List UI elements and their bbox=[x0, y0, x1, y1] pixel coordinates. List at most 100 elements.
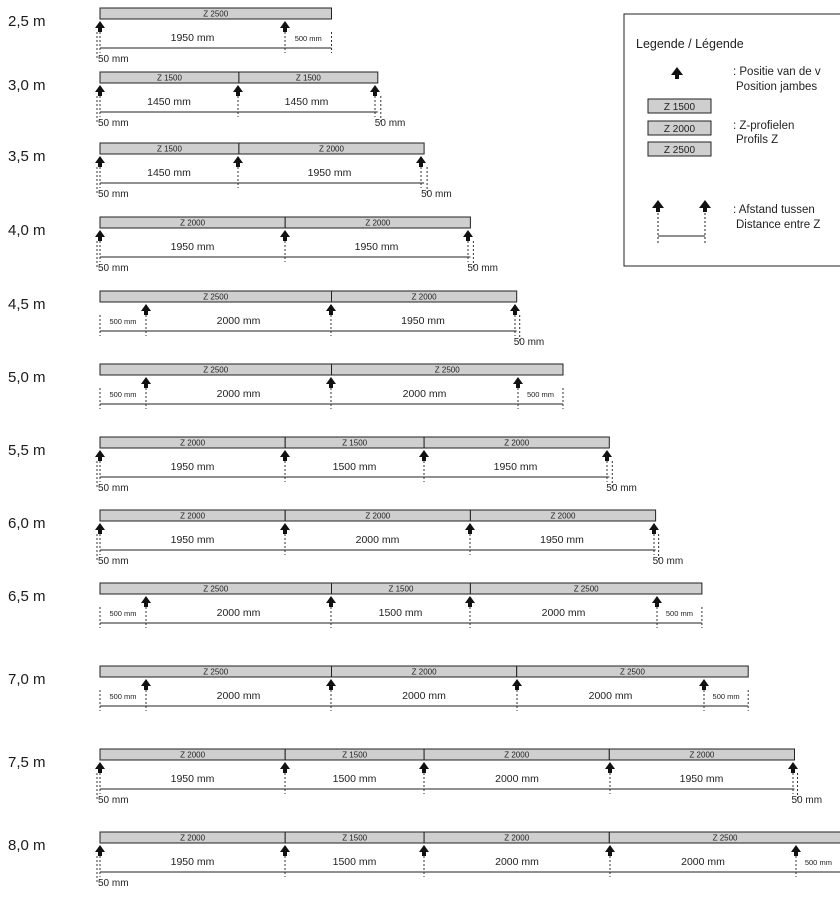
dimension-label: 1950 mm bbox=[171, 461, 215, 473]
span-row: 7,5 m Z 2000 Z 1500 Z 2000 Z 2000 1950 mm 1500… bbox=[8, 748, 823, 806]
profile-bar-label: Z 2500 bbox=[620, 668, 645, 677]
legend: Legende / Légende : Positie van de v Pos… bbox=[623, 13, 840, 267]
post-arrow-icon bbox=[465, 596, 475, 607]
post-arrow-icon bbox=[95, 156, 105, 167]
dimension-label: 1950 mm bbox=[308, 167, 352, 179]
post-arrow-icon bbox=[141, 679, 151, 690]
post-arrow-icon bbox=[95, 450, 105, 461]
profile-bar-label: Z 1500 bbox=[157, 145, 182, 154]
profile-bar-label: Z 1500 bbox=[157, 74, 182, 83]
dimension-label: 1950 mm bbox=[355, 241, 399, 253]
legend-distance-arrows-icon bbox=[652, 200, 711, 244]
profile-bar bbox=[469, 582, 703, 595]
span-length-label: 3,0 m bbox=[8, 77, 46, 94]
profile-bar bbox=[608, 748, 795, 761]
profile-bar bbox=[331, 363, 564, 376]
post-arrow-icon bbox=[95, 762, 105, 773]
span-row: 6,0 m Z 2000 Z 2000 Z 2000 1950 mm 2000 mm 195… bbox=[8, 509, 683, 567]
offset-label-right: 50 mm bbox=[467, 263, 498, 274]
post-arrow-icon bbox=[141, 304, 151, 315]
profile-bar-label: Z 2500 bbox=[713, 834, 738, 843]
dimension-label: 1950 mm bbox=[171, 241, 215, 253]
legend-box-z1500 bbox=[647, 98, 712, 114]
profile-bar-label: Z 1500 bbox=[296, 74, 321, 83]
offset-label-right: 50 mm bbox=[375, 118, 406, 129]
legend-post-text-1: : Positie van de v bbox=[733, 66, 821, 78]
offset-label-left: 50 mm bbox=[98, 556, 129, 567]
profile-bar-label: Z 2500 bbox=[203, 10, 228, 19]
post-arrow-icon bbox=[649, 523, 659, 534]
profile-bar bbox=[331, 290, 518, 303]
span-length-label: 5,5 m bbox=[8, 442, 46, 459]
post-arrow-icon bbox=[699, 679, 709, 690]
legend-box-z2000 bbox=[647, 120, 712, 136]
dimension-label: 500 mm bbox=[109, 317, 136, 326]
post-arrow-icon bbox=[95, 21, 105, 32]
span-length-label: 4,5 m bbox=[8, 296, 46, 313]
profile-bar bbox=[284, 216, 471, 229]
post-arrow-icon bbox=[95, 845, 105, 856]
offset-label-left: 50 mm bbox=[98, 795, 129, 806]
span-length-label: 2,5 m bbox=[8, 13, 46, 30]
legend-distance-text-2: Distance entre Z bbox=[736, 219, 820, 231]
profile-bar-label: Z 2500 bbox=[574, 585, 599, 594]
legend-box-z2500 bbox=[647, 141, 712, 157]
profile-bar bbox=[423, 436, 610, 449]
post-arrow-icon bbox=[605, 845, 615, 856]
legend-box-label-z2500: Z 2500 bbox=[664, 145, 696, 156]
profile-bar-label: Z 2000 bbox=[365, 219, 390, 228]
offset-label-left: 50 mm bbox=[98, 878, 129, 889]
span-row: 4,5 m Z 2500 Z 2000 500 mm 2000 mm 1950 mm 50 … bbox=[8, 290, 545, 348]
profile-bar-label: Z 2000 bbox=[180, 512, 205, 521]
profile-bar-label: Z 2000 bbox=[180, 834, 205, 843]
offset-label-right: 50 mm bbox=[792, 795, 823, 806]
post-arrow-icon bbox=[416, 156, 426, 167]
span-row: 5,0 m Z 2500 Z 2500 500 mm 2000 mm 2000 mm 500… bbox=[8, 363, 564, 409]
dimension-label: 1450 mm bbox=[147, 167, 191, 179]
profile-bar-label: Z 2000 bbox=[412, 293, 437, 302]
post-arrow-icon bbox=[419, 845, 429, 856]
profile-bar-label: Z 2500 bbox=[203, 668, 228, 677]
legend-title: Legende / Légende bbox=[636, 37, 744, 51]
post-arrow-icon bbox=[652, 596, 662, 607]
dimension-label: 1500 mm bbox=[333, 856, 377, 868]
profile-bar bbox=[608, 831, 840, 844]
dimension-label: 1950 mm bbox=[171, 773, 215, 785]
profile-bar-label: Z 2000 bbox=[689, 751, 714, 760]
post-arrow-icon bbox=[513, 377, 523, 388]
post-arrow-icon bbox=[419, 450, 429, 461]
post-arrow-icon bbox=[326, 304, 336, 315]
dimension-label: 1950 mm bbox=[171, 856, 215, 868]
post-arrow-icon bbox=[510, 304, 520, 315]
dimension-label: 500 mm bbox=[109, 692, 136, 701]
post-arrow-icon bbox=[280, 845, 290, 856]
dimension-label: 500 mm bbox=[805, 858, 832, 867]
post-arrow-icon bbox=[95, 85, 105, 96]
span-row: 3,0 m Z 1500 Z 1500 1450 mm 1450 mm 50 mm 50 m… bbox=[8, 71, 406, 129]
span-row: 7,0 m Z 2500 Z 2000 Z 2500 500 mm 2000 mm 2000… bbox=[8, 665, 749, 711]
dimension-label: 1450 mm bbox=[147, 96, 191, 108]
profile-bar-label: Z 1500 bbox=[342, 751, 367, 760]
offset-label-right: 50 mm bbox=[514, 337, 545, 348]
legend-frame bbox=[623, 13, 840, 267]
legend-distance-text-1: : Afstand tussen bbox=[733, 204, 815, 216]
post-arrow-icon bbox=[233, 85, 243, 96]
span-row: 5,5 m Z 2000 Z 1500 Z 2000 1950 mm 1500 mm 195… bbox=[8, 436, 637, 494]
dimension-label: 1950 mm bbox=[401, 315, 445, 327]
post-arrow-icon bbox=[95, 523, 105, 534]
dimension-label: 1950 mm bbox=[494, 461, 538, 473]
profile-bar-label: Z 2000 bbox=[551, 512, 576, 521]
dimension-label: 1500 mm bbox=[333, 461, 377, 473]
dimension-label: 2000 mm bbox=[495, 856, 539, 868]
post-arrow-icon bbox=[512, 679, 522, 690]
span-row: 2,5 m Z 2500 1950 mm 500 mm 50 mm bbox=[8, 7, 332, 65]
profile-bar-label: Z 2500 bbox=[435, 366, 460, 375]
dimension-label: 1950 mm bbox=[171, 534, 215, 546]
profile-bar-label: Z 2000 bbox=[180, 751, 205, 760]
legend-box-label-z2000: Z 2000 bbox=[664, 124, 696, 135]
profile-bar-label: Z 2500 bbox=[203, 585, 228, 594]
dimension-label: 500 mm bbox=[295, 34, 322, 43]
offset-label-left: 50 mm bbox=[98, 54, 129, 65]
post-arrow-icon bbox=[280, 450, 290, 461]
dimension-label: 2000 mm bbox=[217, 315, 261, 327]
